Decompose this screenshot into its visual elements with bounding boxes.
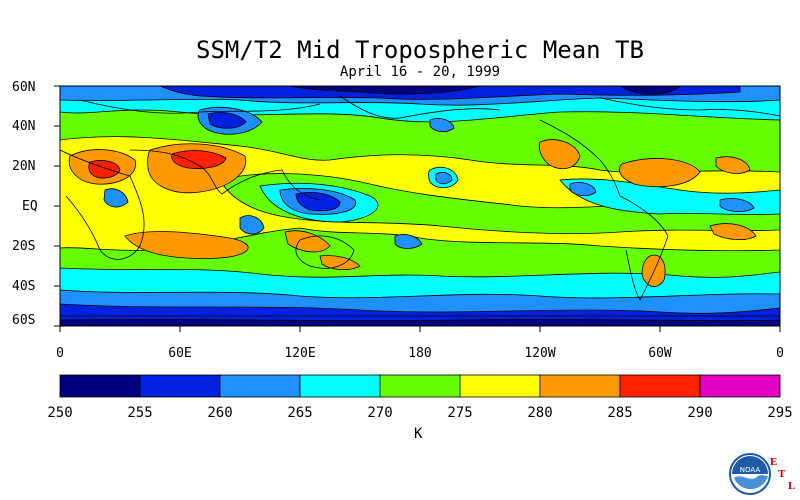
colorbar-cell-285 — [619, 374, 701, 398]
etl-letter-l: L — [788, 480, 796, 492]
lon-label-0: 0 — [56, 346, 64, 361]
lat-label-40s: 40S — [12, 279, 36, 294]
lat-label-eq: EQ — [22, 199, 38, 214]
lat-label-60s: 60S — [12, 313, 36, 328]
colorbar-cell-265 — [299, 374, 381, 398]
lon-label-120w: 120W — [524, 346, 556, 361]
colorbar-tick-260: 260 — [207, 405, 233, 421]
colorbar-cell-250 — [59, 374, 141, 398]
colorbar-cell-260 — [219, 374, 301, 398]
noaa-logo-text: NOAA — [740, 466, 761, 474]
lat-label-40n: 40N — [12, 119, 36, 134]
noaa-logo: NOAA — [729, 453, 771, 495]
lon-label-60e: 60E — [168, 346, 192, 361]
lat-label-20s: 20S — [12, 239, 36, 254]
lon-label-0-right: 0 — [776, 346, 784, 361]
colorbar-cell-280 — [539, 374, 621, 398]
colorbar-cell-255 — [139, 374, 221, 398]
colorbar-tick-255: 255 — [127, 405, 153, 421]
map-title: SSM/T2 Mid Tropospheric Mean TB — [196, 36, 644, 64]
lat-label-60n: 60N — [12, 80, 36, 95]
lat-label-20n: 20N — [12, 159, 36, 174]
etl-letter-e: E — [770, 456, 778, 468]
colorbar-tick-270: 270 — [367, 405, 393, 421]
colorbar-tick-295: 295 — [767, 405, 793, 421]
colorbar-tick-265: 265 — [287, 405, 313, 421]
colorbar-cell-270 — [379, 374, 461, 398]
map-subtitle: April 16 - 20, 1999 — [339, 64, 501, 80]
colorbar-cell-275 — [459, 374, 541, 398]
colorbar-tick-285: 285 — [607, 405, 633, 421]
lon-label-180: 180 — [408, 346, 432, 361]
colorbar-tick-250: 250 — [47, 405, 73, 421]
brightness-temperature-map — [54, 85, 781, 332]
colorbar-tick-280: 280 — [527, 405, 553, 421]
colorbar-unit: K — [414, 426, 423, 442]
colorbar — [59, 374, 781, 398]
lon-label-120e: 120E — [284, 346, 316, 361]
lon-label-60w: 60W — [648, 346, 672, 361]
etl-letter-t: T — [778, 468, 786, 480]
colorbar-tick-290: 290 — [687, 405, 713, 421]
colorbar-tick-275: 275 — [447, 405, 473, 421]
colorbar-cell-290 — [699, 374, 781, 398]
